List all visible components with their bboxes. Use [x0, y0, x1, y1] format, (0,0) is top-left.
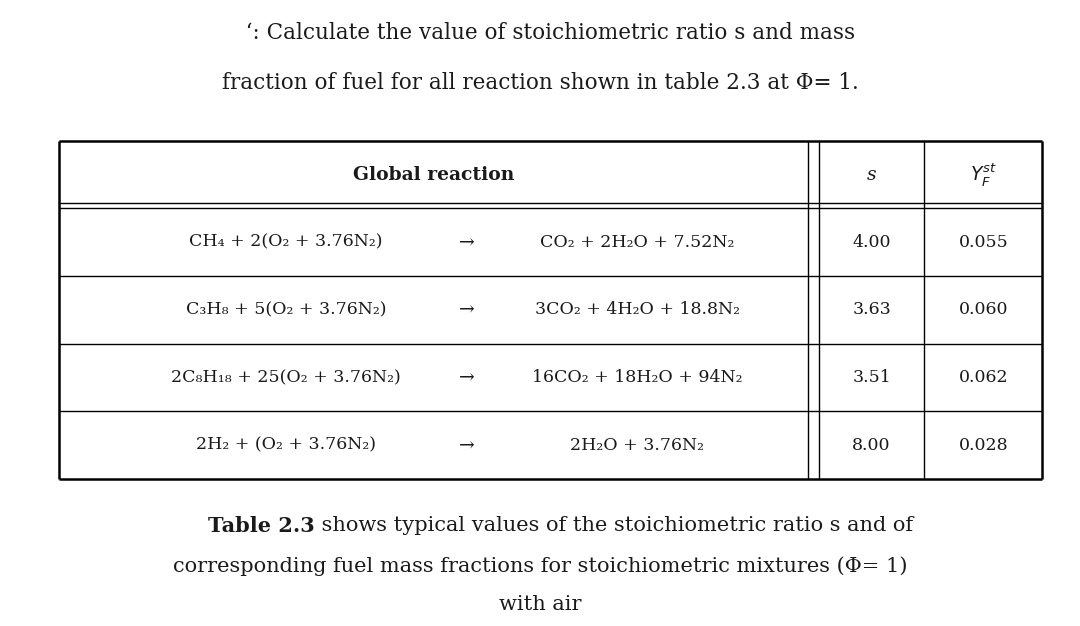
Text: 2H₂ + (O₂ + 3.76N₂): 2H₂ + (O₂ + 3.76N₂) — [197, 436, 376, 454]
Text: →: → — [459, 301, 474, 319]
Text: fraction of fuel for all reaction shown in table 2.3 at Φ= 1.: fraction of fuel for all reaction shown … — [221, 72, 859, 94]
Text: 2C₈H₁₈ + 25(O₂ + 3.76N₂): 2C₈H₁₈ + 25(O₂ + 3.76N₂) — [172, 369, 401, 386]
Text: corresponding fuel mass fractions for stoichiometric mixtures (Φ= 1): corresponding fuel mass fractions for st… — [173, 556, 907, 575]
Text: 2H₂O + 3.76N₂: 2H₂O + 3.76N₂ — [570, 436, 704, 454]
Text: →: → — [459, 369, 474, 386]
Text: 0.062: 0.062 — [959, 369, 1008, 386]
Text: CO₂ + 2H₂O + 7.52N₂: CO₂ + 2H₂O + 7.52N₂ — [540, 233, 734, 251]
Text: 0.028: 0.028 — [959, 436, 1008, 454]
Text: with air: with air — [499, 595, 581, 614]
Text: 8.00: 8.00 — [852, 436, 891, 454]
Text: 3.51: 3.51 — [852, 369, 891, 386]
Text: ‘: Calculate the value of stoichiometric ratio s and mass: ‘: Calculate the value of stoichiometric… — [225, 22, 855, 44]
Text: 4.00: 4.00 — [852, 233, 891, 251]
Text: →: → — [459, 233, 474, 251]
Text: Table 2.3: Table 2.3 — [208, 516, 315, 536]
Text: 0.055: 0.055 — [958, 233, 1009, 251]
Text: →: → — [459, 436, 474, 454]
Text: $Y_F^{st}$: $Y_F^{st}$ — [970, 161, 997, 188]
Text: s: s — [867, 166, 876, 183]
Text: Global reaction: Global reaction — [353, 166, 514, 183]
Text: 3.63: 3.63 — [852, 301, 891, 319]
Text: C₃H₈ + 5(O₂ + 3.76N₂): C₃H₈ + 5(O₂ + 3.76N₂) — [186, 301, 387, 319]
Text: CH₄ + 2(O₂ + 3.76N₂): CH₄ + 2(O₂ + 3.76N₂) — [189, 233, 383, 251]
Text: shows typical values of the stoichiometric ratio s and of: shows typical values of the stoichiometr… — [315, 516, 914, 535]
Text: Table 2.3: Table 2.3 — [208, 516, 315, 536]
Text: 16CO₂ + 18H₂O + 94N₂: 16CO₂ + 18H₂O + 94N₂ — [532, 369, 742, 386]
Text: 0.060: 0.060 — [959, 301, 1008, 319]
Text: 3CO₂ + 4H₂O + 18.8N₂: 3CO₂ + 4H₂O + 18.8N₂ — [535, 301, 740, 319]
